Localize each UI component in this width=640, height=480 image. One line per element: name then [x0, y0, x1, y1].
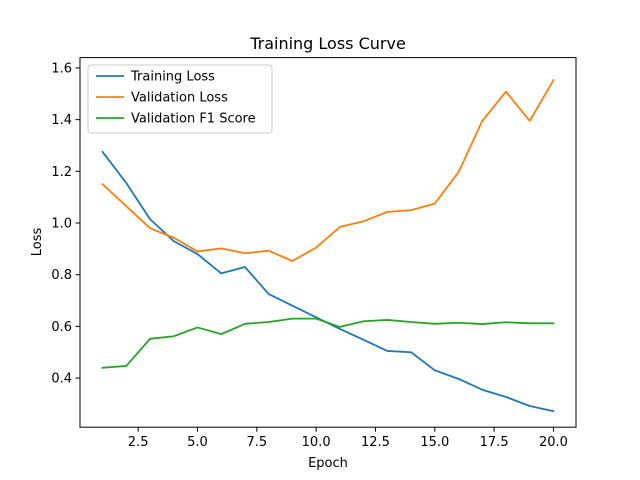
x-tick-label: 17.5	[480, 435, 509, 450]
series-line-2	[101, 78, 555, 262]
plot-frame	[79, 57, 577, 428]
y-tick-label: 0.4	[51, 372, 72, 387]
y-tick-label: 1.0	[51, 217, 72, 232]
x-axis-label: Epoch	[308, 456, 348, 471]
chart-title: Training Loss Curve	[249, 34, 406, 53]
x-tick-label: 12.5	[361, 435, 390, 450]
x-tick-label: 5.0	[187, 435, 208, 450]
plot-area	[101, 78, 555, 413]
y-tick-label: 1.6	[51, 61, 72, 76]
legend-box	[87, 64, 273, 134]
y-tick-label: 1.4	[51, 113, 72, 128]
x-tick-label: 20.0	[539, 435, 568, 450]
x-tick-label: 7.5	[246, 435, 267, 450]
legend-label-3: Validation F1 Score	[131, 112, 256, 127]
y-tick-label: 0.8	[51, 268, 72, 283]
legend-label-2: Validation Loss	[131, 91, 228, 106]
x-tick-label: 2.5	[128, 435, 149, 450]
x-tick-label: 15.0	[420, 435, 449, 450]
y-tick-label: 1.2	[51, 165, 72, 180]
legend-label-1: Training Loss	[130, 70, 215, 85]
y-tick-label: 0.6	[51, 320, 72, 335]
axes: 2.5 5.0 7.5 10.0 12.5 15.0 17.5 20.0 0.4 0.6 0.8 1.…	[51, 61, 568, 450]
legend: Training Loss Validation Loss Validation F…	[87, 64, 273, 134]
y-axis-label: Loss	[30, 228, 45, 257]
x-tick-label: 10.0	[302, 435, 331, 450]
series-line-3	[101, 317, 555, 369]
